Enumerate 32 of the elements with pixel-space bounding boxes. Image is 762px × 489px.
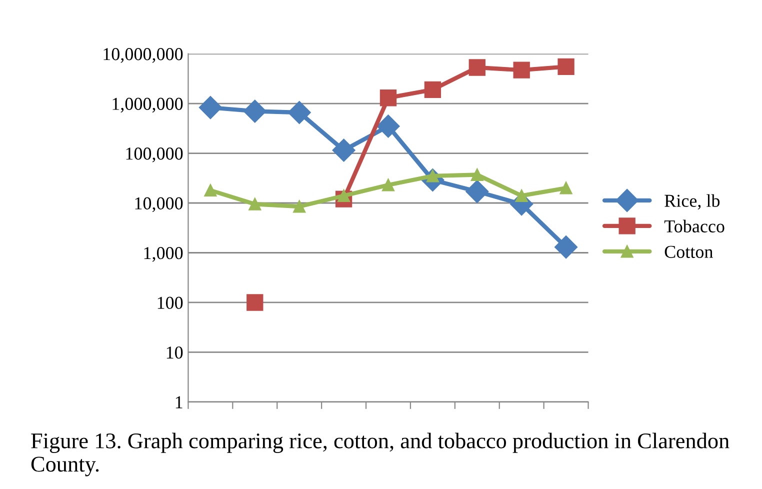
point [470,168,484,181]
legend-label: Rice, lb [664,194,720,210]
point [376,114,400,138]
y-tick-label: 100,000 [126,148,183,162]
point [466,180,489,204]
point [513,62,530,78]
point [424,81,442,98]
y-tick-label: 1 [176,396,182,408]
point [293,200,306,213]
point [468,59,486,76]
y-tick-label: 10,000,000 [104,48,183,63]
caption: Figure 13. Graph comparing rice, cotton, and tobacco production in Clarendon County. [31,432,730,476]
y-tick-label: 1,000,000 [112,98,183,113]
point [554,236,578,259]
y-tick-label: 10,000 [135,197,183,212]
legend-label: Tobacco [664,220,724,232]
point [198,96,222,120]
point [558,58,574,76]
point [380,90,397,106]
point [288,101,311,124]
point [382,178,394,192]
point [204,184,217,197]
y-tick-label: 10 [166,346,183,359]
y-tick-label: 1,000 [144,247,183,262]
point [332,138,356,162]
point [560,182,572,194]
y-tick-label: 100 [158,296,183,309]
point [243,100,266,123]
point [515,189,528,202]
point [248,198,262,210]
legend-label: Cotton [664,246,713,258]
point [246,294,264,311]
